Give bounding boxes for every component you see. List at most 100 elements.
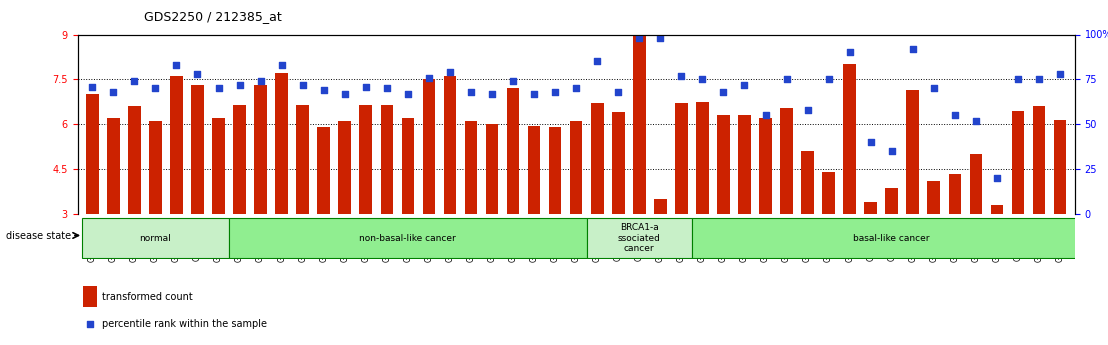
Bar [1012,111,1024,214]
Point [462,89,480,95]
Bar [485,124,499,214]
Bar [843,65,856,214]
Point [609,89,627,95]
Bar [150,121,162,214]
Point [336,91,353,97]
FancyBboxPatch shape [586,218,691,258]
Text: disease state: disease state [6,231,71,241]
Point [504,78,522,84]
Bar [171,76,183,214]
Point [399,91,417,97]
Bar [234,105,246,214]
Text: basal-like cancer: basal-like cancer [853,234,930,243]
Bar [129,106,141,214]
Bar [254,85,267,214]
Bar [927,181,940,214]
Bar [317,127,330,214]
Bar [696,102,709,214]
Point [441,69,459,75]
Bar [780,108,793,214]
Point [883,148,901,154]
Bar [1033,106,1045,214]
Point [1009,77,1027,82]
Point [694,77,711,82]
Bar [738,115,751,214]
Point [757,112,774,118]
Bar [464,121,478,214]
Point [525,91,543,97]
Text: percentile rank within the sample: percentile rank within the sample [103,319,267,329]
Point [736,82,753,88]
Point [357,84,375,89]
Point [588,59,606,64]
Bar [422,79,435,214]
Point [83,84,101,89]
Point [862,139,880,145]
Point [946,112,964,118]
Bar [527,126,541,214]
Bar [633,31,646,214]
Bar [380,105,393,214]
Bar [675,103,688,214]
Bar [948,174,961,214]
Bar [338,121,351,214]
Point [546,89,564,95]
Bar [296,105,309,214]
Point [673,73,690,79]
Point [167,62,185,68]
Bar [801,151,814,214]
Point [799,107,817,112]
Text: normal: normal [140,234,172,243]
Bar [548,127,562,214]
Point [420,75,438,80]
Bar [906,90,919,214]
Point [146,86,164,91]
Bar [885,188,899,214]
Bar [86,94,99,214]
FancyBboxPatch shape [691,218,1091,258]
FancyBboxPatch shape [229,218,586,258]
Bar [1054,120,1066,214]
Bar [654,199,667,214]
Bar [359,105,372,214]
Point [630,35,648,41]
Point [925,86,943,91]
Point [104,89,122,95]
Point [209,86,227,91]
Point [567,86,585,91]
Bar [717,115,730,214]
Bar [275,73,288,214]
Bar [612,112,625,214]
Bar [506,88,520,214]
Bar [570,121,583,214]
Point [904,46,922,52]
Point [967,118,985,124]
Bar [213,118,225,214]
Bar [991,205,1003,214]
Point [652,35,669,41]
Bar [107,118,120,214]
Bar [192,85,204,214]
Point [715,89,732,95]
Bar [759,118,772,214]
Point [294,82,311,88]
Text: non-basal-like cancer: non-basal-like cancer [359,234,456,243]
Point [315,87,332,93]
Point [988,175,1006,181]
Point [125,78,143,84]
Bar [591,103,604,214]
Point [1030,77,1048,82]
Text: transformed count: transformed count [103,292,193,302]
Bar [401,118,414,214]
Point [230,82,248,88]
Bar [822,172,835,214]
Bar [970,154,982,214]
Point [778,77,796,82]
Point [841,50,859,55]
FancyBboxPatch shape [82,218,229,258]
Point [820,77,838,82]
Bar [83,286,98,307]
Point [1051,71,1069,77]
Text: BRCA1-a
ssociated
cancer: BRCA1-a ssociated cancer [618,223,660,253]
Point [252,78,269,84]
